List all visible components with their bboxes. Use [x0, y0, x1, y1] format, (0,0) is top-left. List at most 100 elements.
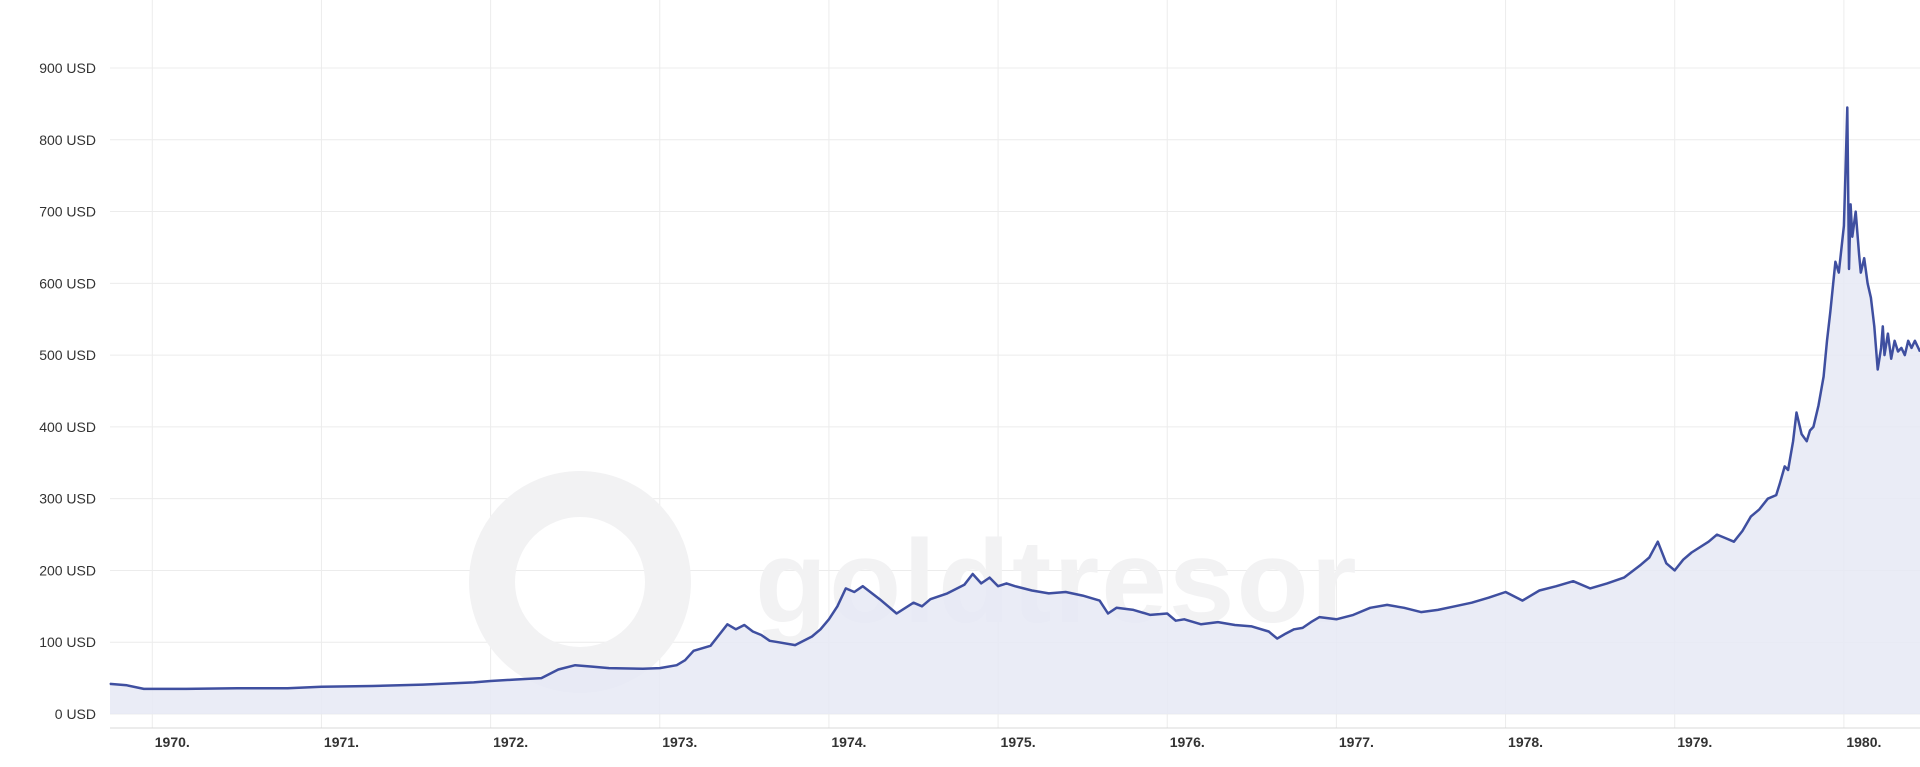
data-point — [1505, 591, 1507, 593]
x-tick-label: 1980. — [1846, 734, 1881, 750]
data-point — [1682, 559, 1684, 561]
data-point — [1175, 620, 1177, 622]
data-point — [1031, 589, 1033, 592]
y-tick-label: 600 USD — [39, 275, 96, 291]
data-point — [1851, 236, 1853, 238]
data-point — [862, 585, 864, 587]
data-point — [1115, 607, 1118, 609]
data-point — [760, 634, 762, 636]
data-point — [574, 664, 576, 666]
data-point — [1716, 534, 1718, 536]
data-point — [1048, 592, 1050, 595]
data-point — [1741, 530, 1743, 532]
data-point — [1897, 350, 1899, 353]
data-point — [1234, 624, 1236, 626]
data-point — [1883, 354, 1886, 356]
data-point — [1589, 587, 1591, 590]
data-point — [1910, 347, 1913, 349]
data-point — [1657, 541, 1659, 543]
data-point — [769, 640, 771, 642]
data-point — [989, 577, 991, 579]
series-area — [110, 107, 1920, 714]
data-point — [1890, 358, 1892, 360]
data-point — [1846, 106, 1848, 109]
data-point — [1855, 211, 1857, 213]
y-tick-label: 300 USD — [39, 491, 96, 507]
data-point — [693, 650, 695, 652]
data-point — [1555, 585, 1557, 587]
data-point — [659, 667, 661, 669]
x-tick-label: 1978. — [1508, 734, 1543, 750]
data-point — [1779, 483, 1781, 485]
data-point — [1623, 577, 1625, 579]
data-point — [836, 605, 839, 607]
data-point — [1437, 609, 1439, 611]
x-tick-label: 1971. — [324, 734, 359, 750]
data-point — [1200, 623, 1202, 625]
data-point — [1758, 508, 1760, 510]
data-point — [1268, 630, 1270, 633]
data-point — [1606, 582, 1608, 585]
x-tick-label: 1979. — [1677, 734, 1712, 750]
data-point — [1640, 564, 1642, 566]
data-point — [1873, 325, 1875, 327]
data-point — [997, 585, 999, 587]
data-point — [1183, 618, 1185, 620]
data-point — [1914, 340, 1916, 342]
data-point — [912, 602, 915, 604]
y-tick-label: 800 USD — [39, 132, 96, 148]
data-point — [946, 592, 948, 595]
data-point — [1880, 347, 1882, 349]
data-point — [1217, 621, 1219, 623]
data-point — [143, 688, 145, 690]
data-point — [1420, 611, 1422, 613]
data-point — [1784, 465, 1786, 467]
data-point — [1834, 261, 1836, 263]
data-point — [1369, 607, 1371, 609]
data-point — [1850, 203, 1852, 205]
x-tick-label: 1975. — [1001, 734, 1036, 750]
data-point — [540, 677, 543, 679]
data-point — [752, 630, 754, 633]
data-point — [1149, 614, 1151, 616]
data-point — [1872, 311, 1874, 313]
data-point — [845, 587, 847, 590]
data-point — [1648, 556, 1650, 559]
data-point — [1318, 616, 1321, 618]
data-point — [1285, 633, 1287, 635]
data-point — [371, 685, 373, 687]
data-point — [1708, 541, 1710, 543]
data-point — [126, 684, 128, 686]
data-point — [1251, 625, 1253, 628]
data-point — [1904, 354, 1906, 356]
data-point — [1750, 516, 1752, 518]
data-point — [1107, 612, 1109, 615]
data-point — [185, 688, 187, 690]
data-point — [1065, 591, 1067, 593]
x-tick-label: 1974. — [831, 734, 866, 750]
data-point — [1132, 609, 1134, 611]
data-point — [921, 605, 923, 607]
data-point — [1674, 569, 1676, 572]
x-tick-label: 1977. — [1339, 734, 1374, 750]
data-point — [1823, 376, 1825, 378]
data-point — [1335, 618, 1337, 620]
x-tick-label: 1972. — [493, 734, 528, 750]
data-point — [819, 628, 822, 630]
y-tick-label: 0 USD — [55, 706, 96, 722]
data-point — [1014, 585, 1016, 587]
data-point — [896, 612, 898, 615]
data-point — [1809, 429, 1811, 432]
data-point — [1858, 254, 1860, 256]
data-point — [151, 688, 153, 690]
data-point — [287, 687, 289, 689]
data-point — [828, 618, 830, 620]
data-point — [236, 687, 238, 689]
data-point — [320, 686, 322, 688]
data-point — [1276, 638, 1278, 640]
data-point — [1817, 404, 1820, 406]
data-point — [963, 584, 965, 586]
data-point — [1521, 600, 1524, 602]
data-point — [726, 623, 729, 625]
data-point — [1775, 494, 1777, 496]
